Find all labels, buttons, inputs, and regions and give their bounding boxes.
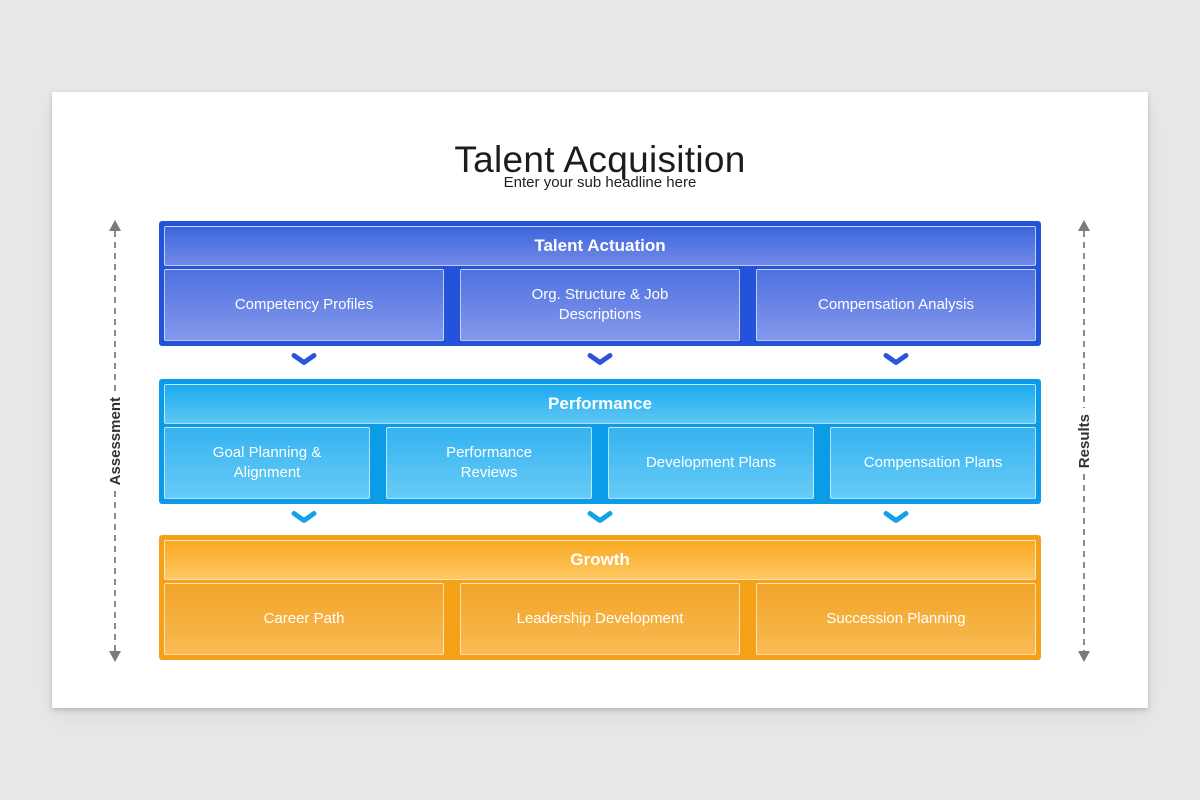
band-item-compensation-analysis: Compensation Analysis (756, 269, 1036, 341)
band-item-development-plans: Development Plans (608, 427, 814, 499)
band-item-org-structure-job-descriptions: Org. Structure & Job Descriptions (460, 269, 740, 341)
dashed-line-segment (114, 491, 116, 652)
arrow-up-icon (1078, 220, 1090, 231)
band-header-performance: Performance (164, 384, 1036, 424)
band-item-succession-planning: Succession Planning (756, 583, 1036, 655)
band-header-talent-actuation: Talent Actuation (164, 226, 1036, 266)
assessment-label: Assessment (106, 396, 124, 486)
chevron-down-icon (587, 353, 613, 365)
band-item-performance-reviews: Performance Reviews (386, 427, 592, 499)
results-axis: Results (1072, 220, 1096, 662)
band-item-competency-profiles: Competency Profiles (164, 269, 444, 341)
arrow-up-icon (109, 220, 121, 231)
band-performance: Performance Goal Planning & Alignment Pe… (159, 379, 1041, 504)
band-items-row: Competency Profiles Org. Structure & Job… (164, 269, 1036, 341)
arrow-down-icon (109, 651, 121, 663)
chevron-row (159, 511, 1041, 525)
chevron-down-icon (291, 511, 317, 523)
dashed-line-segment (1083, 231, 1085, 408)
results-label: Results (1075, 413, 1093, 469)
slide-card: Talent Acquisition Enter your sub headli… (52, 92, 1148, 708)
assessment-axis: Assessment (103, 220, 127, 663)
band-items-row: Career Path Leadership Development Succe… (164, 583, 1036, 655)
band-header-growth: Growth (164, 540, 1036, 580)
chevron-down-icon (291, 353, 317, 365)
band-growth: Growth Career Path Leadership Developmen… (159, 535, 1041, 660)
band-item-compensation-plans: Compensation Plans (830, 427, 1036, 499)
band-talent-actuation: Talent Actuation Competency Profiles Org… (159, 221, 1041, 346)
band-item-goal-planning-alignment: Goal Planning & Alignment (164, 427, 370, 499)
page-title: Talent Acquisition (454, 138, 746, 180)
chevron-down-icon (587, 511, 613, 523)
dashed-line-segment (1083, 474, 1085, 651)
dashed-line-segment (114, 231, 116, 391)
band-item-career-path: Career Path (164, 583, 444, 655)
page-subtitle: Enter your sub headline here (503, 174, 697, 191)
chevron-down-icon (883, 511, 909, 523)
arrow-down-icon (1078, 651, 1090, 662)
chevron-row (159, 353, 1041, 367)
band-item-leadership-development: Leadership Development (460, 583, 740, 655)
chevron-down-icon (883, 353, 909, 365)
band-items-row: Goal Planning & Alignment Performance Re… (164, 427, 1036, 499)
